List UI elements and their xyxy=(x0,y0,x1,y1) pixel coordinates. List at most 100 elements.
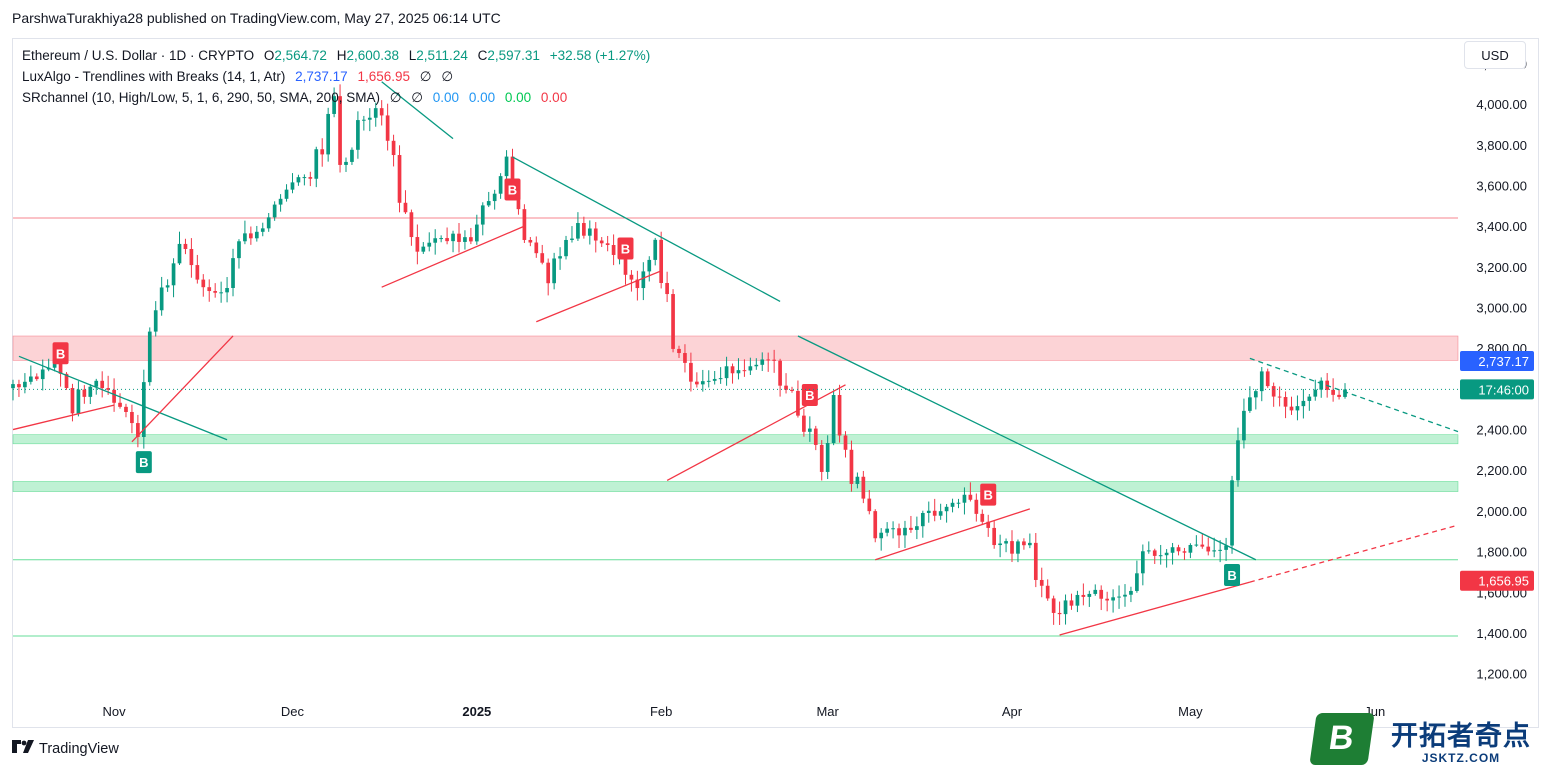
y-tick-label: 4,000.00 xyxy=(1476,97,1527,112)
candle-body xyxy=(1146,550,1151,552)
price-label-box-0 xyxy=(1460,350,1534,371)
candle-body xyxy=(1206,546,1211,552)
candle xyxy=(611,234,616,266)
candle xyxy=(689,352,693,392)
chart-legend: Ethereum / U.S. Dollar · 1D · CRYPTO O2,… xyxy=(22,45,656,108)
candle xyxy=(683,344,687,373)
candle-body xyxy=(1337,394,1341,397)
candle-body xyxy=(504,156,509,177)
candle xyxy=(272,201,277,221)
candle xyxy=(891,521,895,539)
candle xyxy=(1236,427,1240,487)
candle-body xyxy=(855,476,860,484)
candle-body xyxy=(1105,598,1109,601)
candle-body xyxy=(302,177,307,179)
candle xyxy=(373,102,378,127)
x-tick-label-2025: 2025 xyxy=(462,704,491,719)
break-signal-label: B xyxy=(805,388,814,403)
candle xyxy=(415,224,420,265)
candle-body xyxy=(64,373,69,388)
candle-body xyxy=(266,217,271,229)
candle xyxy=(362,115,366,131)
candle xyxy=(469,227,473,245)
candle-body xyxy=(320,149,325,155)
candle-body xyxy=(724,366,729,379)
trendline-1 xyxy=(12,404,115,431)
candle xyxy=(1319,377,1324,398)
candle xyxy=(1343,383,1347,399)
trendline-6 xyxy=(536,270,662,323)
candle xyxy=(843,431,848,458)
candle-body xyxy=(986,521,991,528)
publisher-credit: ParshwaTurakhiya28 published on TradingV… xyxy=(12,10,501,26)
candle xyxy=(266,212,271,232)
trendline-12 xyxy=(1249,357,1459,433)
candle xyxy=(409,209,414,246)
candle xyxy=(1063,594,1068,625)
indicator-srchannel-name[interactable]: SRchannel (10, High/Low, 5, 1, 6, 290, 5… xyxy=(22,90,380,105)
indicator-trendlines-name[interactable]: LuxAlgo - Trendlines with Breaks (14, 1,… xyxy=(22,69,286,84)
candle-body xyxy=(1200,544,1205,547)
candle-body xyxy=(338,96,342,165)
candle-body xyxy=(195,265,200,280)
watermark-text: 开拓者奇点 xyxy=(1391,720,1531,751)
tradingview-logo-text: TradingView xyxy=(39,740,119,757)
candle-body xyxy=(546,262,551,284)
candle xyxy=(1135,560,1139,593)
candle xyxy=(772,349,776,373)
candle-body xyxy=(457,233,461,242)
candle xyxy=(243,220,247,245)
candle xyxy=(296,174,301,186)
candle-body xyxy=(611,245,616,255)
candle-body xyxy=(790,389,794,391)
candle xyxy=(492,189,497,210)
candle xyxy=(528,237,533,247)
candle xyxy=(284,184,289,202)
candle xyxy=(338,84,342,173)
candle-body xyxy=(1331,389,1335,395)
legend-main-row: Ethereum / U.S. Dollar · 1D · CRYPTO O2,… xyxy=(22,45,656,66)
candle-body xyxy=(837,395,842,436)
candle-body xyxy=(385,115,390,141)
candle xyxy=(766,352,771,372)
candle xyxy=(849,440,854,492)
candle-body xyxy=(290,182,295,190)
break-signal-badge-1 xyxy=(135,451,152,474)
candle xyxy=(1004,538,1008,553)
candle xyxy=(903,520,907,548)
candle xyxy=(278,194,283,212)
candle xyxy=(1170,542,1175,565)
candle-body xyxy=(82,389,87,397)
legend-symbol[interactable]: Ethereum / U.S. Dollar · 1D · CRYPTO xyxy=(22,48,255,63)
tradingview-logo[interactable]: TradingView xyxy=(12,740,119,757)
candle-body xyxy=(1063,600,1068,615)
indicator-srchannel-na-2: ∅ xyxy=(411,90,424,105)
candle-body xyxy=(807,428,812,432)
candle-body xyxy=(88,386,93,397)
candle xyxy=(706,370,711,388)
candle-body xyxy=(177,243,182,264)
candle xyxy=(867,490,872,515)
candle-body xyxy=(480,205,485,225)
candle-body xyxy=(254,231,259,239)
candle xyxy=(671,289,675,353)
candle-body xyxy=(433,238,438,243)
currency-button[interactable]: USD xyxy=(1464,41,1526,69)
candle-body xyxy=(1135,573,1139,591)
price-label-text: 2,737.17 xyxy=(1478,354,1529,369)
candle xyxy=(225,277,229,303)
legend-close-key: C xyxy=(477,48,488,63)
candle xyxy=(760,352,765,372)
candle-body xyxy=(920,512,925,527)
candle-body xyxy=(40,369,45,380)
candle-body xyxy=(1093,589,1098,594)
y-tick-label: 2,200.00 xyxy=(1476,463,1527,478)
candle-body xyxy=(1158,555,1163,557)
candle-body xyxy=(885,528,889,533)
candle xyxy=(742,359,747,377)
trendline-2 xyxy=(131,335,234,443)
candle-body xyxy=(171,263,176,286)
legend-indicator-srchannel: SRchannel (10, High/Low, 5, 1, 6, 290, 5… xyxy=(22,87,656,108)
candle xyxy=(582,216,586,239)
